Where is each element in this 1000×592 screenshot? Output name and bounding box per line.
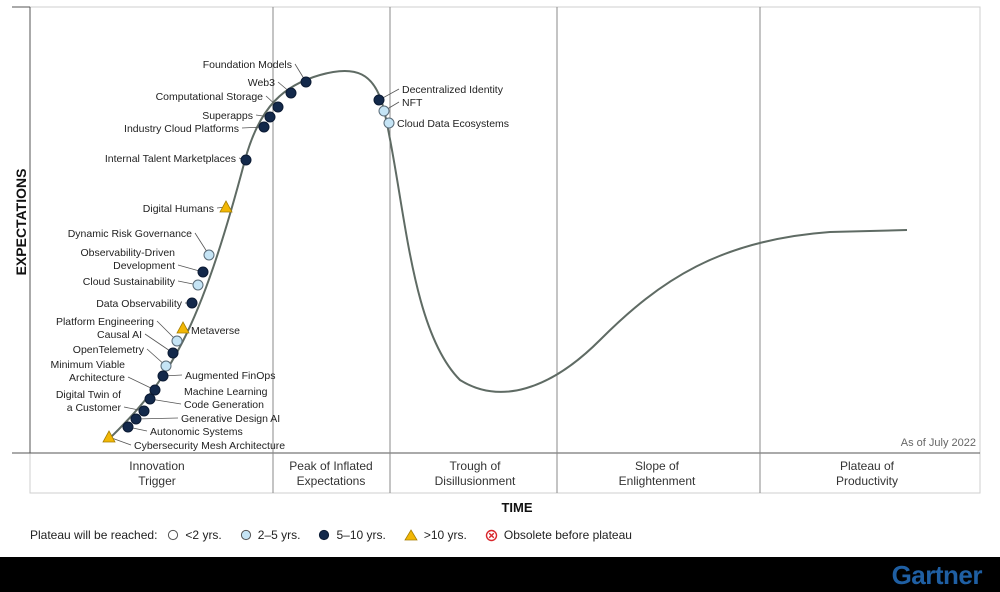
marker-opentelemetry — [160, 360, 172, 372]
dark-blue-circle-icon — [319, 529, 330, 541]
white-circle-icon — [168, 529, 179, 541]
marker-autonomic-systems — [122, 421, 134, 433]
marker-metaverse — [176, 321, 190, 334]
phase-label-trough-1: Trough of — [450, 459, 502, 473]
marker-computational-storage — [272, 101, 284, 113]
footer-bar: Gartner — [0, 557, 1000, 592]
plot-frame — [29, 6, 981, 494]
label-generative-design-ai: Generative Design AI — [181, 413, 280, 425]
obsolete-x-circle-icon — [485, 529, 498, 541]
marker-foundation-models — [300, 76, 312, 88]
label-nft: NFT — [402, 97, 423, 109]
phase-label-plateau-2: Productivity — [836, 474, 898, 488]
label-cloud-sustainability: Cloud Sustainability — [83, 276, 176, 288]
yellow-triangle-icon — [404, 529, 418, 541]
marker-generative-design-ai — [130, 413, 142, 425]
phase-label-peak-2: Expectations — [297, 474, 366, 488]
marker-causal-ai — [167, 347, 179, 359]
legend-item-5to10: 5–10 yrs. — [318, 528, 386, 542]
label-data-observability: Data Observability — [96, 298, 183, 310]
hype-cycle-chart: Foundation Models Web3 Computational Stora… — [12, 6, 981, 515]
label-machine-learning-code-generation: Machine Learning Code Generation — [184, 386, 268, 411]
label-causal-ai: Causal AI — [97, 329, 142, 341]
marker-cloud-data-ecosystems — [383, 117, 395, 129]
phase-labels: Innovation Trigger Peak of Inflated Expe… — [129, 459, 898, 488]
legend-label-obsolete: Obsolete before plateau — [503, 528, 632, 542]
leader-generative-design-ai — [135, 417, 179, 420]
marker-cloud-sustainability — [192, 279, 204, 291]
marker-digital-humans — [219, 200, 233, 213]
marker-observability-driven-development — [197, 266, 209, 278]
legend: Plateau will be reached: <2 yrs. 2–5 yrs… — [30, 526, 650, 544]
label-autonomic-systems: Autonomic Systems — [150, 426, 243, 438]
marker-internal-talent-marketplaces — [240, 154, 252, 166]
gartner-logo: Gartner — [891, 560, 983, 590]
legend-item-obsolete: Obsolete before plateau — [485, 528, 632, 542]
y-axis-title: EXPECTATIONS — [13, 169, 29, 276]
marker-decentralized-identity — [373, 94, 385, 106]
light-blue-circle-icon — [240, 529, 251, 541]
label-metaverse: Metaverse — [191, 325, 240, 337]
legend-item-gt10: >10 yrs. — [404, 528, 467, 542]
marker-nft — [378, 105, 390, 117]
marker-augmented-finops — [157, 370, 169, 382]
marker-industry-cloud-platforms — [258, 121, 270, 133]
phase-label-slope-1: Slope of — [635, 459, 680, 473]
label-digital-twin-of-a-customer: Digital Twin of a Customer — [56, 389, 122, 414]
legend-item-2to5: 2–5 yrs. — [240, 528, 301, 542]
label-cybersecurity-mesh-architecture: Cybersecurity Mesh Architecture — [134, 440, 285, 452]
legend-label-gt10: >10 yrs. — [423, 528, 467, 542]
legend-label-5to10: 5–10 yrs. — [336, 528, 386, 542]
legend-label-2to5: 2–5 yrs. — [257, 528, 301, 542]
legend-item-lt2: <2 yrs. — [167, 528, 222, 542]
marker-web3 — [285, 87, 297, 99]
label-digital-humans: Digital Humans — [143, 203, 214, 215]
marker-cybersecurity-mesh-architecture — [102, 430, 116, 443]
as-of-label: As of July 2022 — [901, 437, 976, 449]
label-opentelemetry: OpenTelemetry — [73, 344, 145, 356]
label-decentralized-identity: Decentralized Identity — [402, 84, 504, 96]
label-web3: Web3 — [248, 77, 275, 89]
label-industry-cloud-platforms: Industry Cloud Platforms — [124, 123, 239, 135]
legend-label-lt2: <2 yrs. — [185, 528, 222, 542]
marker-data-observability — [186, 297, 198, 309]
marker-dynamic-risk-governance — [203, 249, 215, 261]
phase-label-innovation-1: Innovation — [129, 459, 184, 473]
label-platform-engineering: Platform Engineering — [56, 316, 154, 328]
label-internal-talent-marketplaces: Internal Talent Marketplaces — [105, 153, 236, 165]
marker-digital-twin-of-a-customer — [138, 405, 150, 417]
leader-causal-ai — [144, 333, 174, 354]
label-augmented-finops: Augmented FinOps — [185, 370, 275, 382]
marker-machine-learning-code-generation — [144, 393, 156, 405]
tech-labels: Foundation Models Web3 Computational Stora… — [51, 59, 510, 452]
phase-label-plateau-1: Plateau of — [840, 459, 895, 473]
marker-superapps — [264, 111, 276, 123]
phase-label-innovation-2: Trigger — [138, 474, 176, 488]
legend-title: Plateau will be reached: — [30, 528, 158, 542]
label-computational-storage: Computational Storage — [156, 91, 264, 103]
marker-platform-engineering — [171, 335, 183, 347]
hype-curve — [107, 69, 908, 441]
label-dynamic-risk-governance: Dynamic Risk Governance — [68, 228, 192, 240]
tech-markers — [102, 76, 395, 443]
phase-label-peak-1: Peak of Inflated — [289, 459, 372, 473]
x-axis-title: TIME — [501, 500, 532, 515]
label-foundation-models: Foundation Models — [203, 59, 292, 71]
marker-minimum-viable-architecture — [149, 384, 161, 396]
phase-label-slope-2: Enlightenment — [619, 474, 696, 488]
phase-label-trough-2: Disillusionment — [435, 474, 516, 488]
label-cloud-data-ecosystems: Cloud Data Ecosystems — [397, 118, 509, 130]
label-superapps: Superapps — [202, 110, 253, 122]
label-minimum-viable-architecture: Minimum Viable Architecture — [51, 359, 126, 384]
label-observability-driven-development: Observability-Driven Development — [80, 247, 175, 272]
